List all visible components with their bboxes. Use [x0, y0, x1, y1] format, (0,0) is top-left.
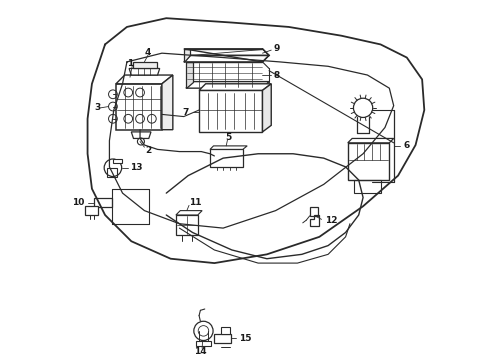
- Polygon shape: [214, 334, 231, 343]
- Polygon shape: [263, 84, 271, 132]
- Text: 3: 3: [94, 103, 100, 112]
- Polygon shape: [129, 68, 160, 75]
- Bar: [210, 149, 243, 167]
- Polygon shape: [94, 198, 112, 207]
- Polygon shape: [186, 82, 269, 88]
- Polygon shape: [176, 211, 202, 215]
- Polygon shape: [210, 146, 247, 149]
- Text: 11: 11: [189, 198, 201, 207]
- Text: 10: 10: [72, 198, 84, 207]
- Polygon shape: [184, 49, 190, 62]
- Polygon shape: [348, 139, 393, 143]
- Bar: [199, 90, 263, 132]
- Text: 2: 2: [145, 146, 151, 155]
- Text: 6: 6: [403, 141, 410, 150]
- Polygon shape: [85, 206, 98, 215]
- Polygon shape: [186, 62, 193, 88]
- Text: 4: 4: [145, 48, 151, 57]
- Text: 12: 12: [324, 216, 337, 225]
- Polygon shape: [116, 75, 173, 84]
- Text: 1: 1: [127, 59, 134, 68]
- Text: 15: 15: [239, 334, 251, 343]
- Bar: [354, 180, 381, 193]
- Polygon shape: [221, 327, 230, 334]
- Polygon shape: [133, 62, 157, 68]
- Text: 9: 9: [274, 44, 280, 53]
- Polygon shape: [199, 84, 271, 90]
- Bar: [348, 143, 390, 180]
- Text: 5: 5: [225, 132, 231, 141]
- Polygon shape: [162, 75, 173, 130]
- Bar: [116, 84, 162, 130]
- Polygon shape: [310, 207, 318, 216]
- Text: 14: 14: [194, 347, 207, 356]
- Polygon shape: [113, 159, 122, 162]
- Text: 13: 13: [130, 163, 143, 172]
- Polygon shape: [131, 132, 151, 139]
- Polygon shape: [196, 341, 211, 346]
- Polygon shape: [184, 55, 269, 62]
- Text: 8: 8: [274, 71, 280, 80]
- Text: 7: 7: [183, 108, 189, 117]
- Bar: [176, 215, 198, 235]
